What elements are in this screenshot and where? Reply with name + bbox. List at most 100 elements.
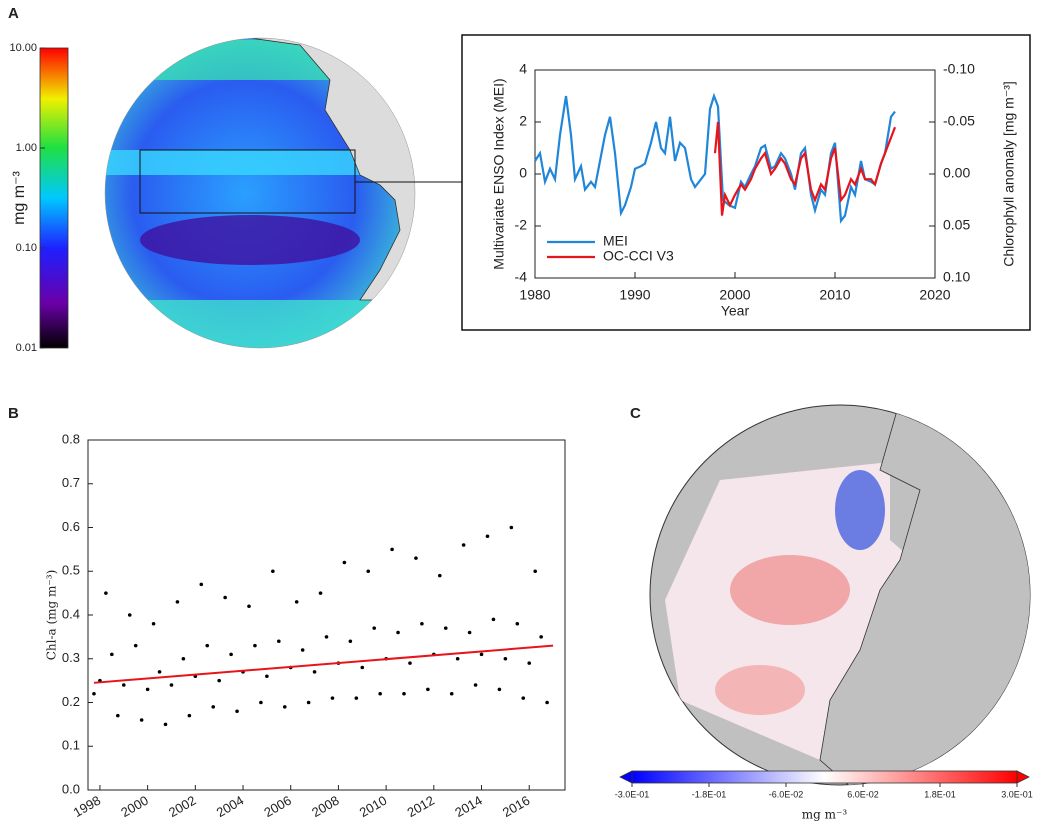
x-tick-label: 2004 [214, 793, 247, 820]
point [110, 652, 114, 657]
point [491, 617, 496, 622]
point [133, 643, 138, 648]
point [294, 600, 299, 604]
colorbar-arrow [619, 770, 633, 784]
point [265, 674, 269, 679]
point [402, 691, 406, 696]
point [217, 678, 221, 683]
point [104, 591, 108, 595]
y-tick-label: 0.6 [62, 519, 80, 534]
x-tick-label: 2012 [404, 793, 437, 820]
x-tick-label: 1998 [71, 793, 104, 820]
point [396, 630, 400, 635]
point [485, 534, 490, 539]
x-tick-label: 2016 [500, 793, 533, 820]
point [259, 700, 263, 705]
point [437, 573, 442, 578]
point [539, 635, 543, 639]
point [253, 643, 257, 648]
point [324, 635, 329, 639]
globe-c [649, 404, 1031, 786]
point [121, 683, 126, 687]
point [372, 626, 377, 630]
y-tick-label: 0.1 [62, 738, 80, 753]
point [408, 661, 412, 665]
y-tick-label: 0 [519, 165, 527, 181]
line-series [534, 92, 896, 224]
y2-tick-label: 0.00 [943, 165, 970, 181]
point [342, 560, 347, 565]
y2-tick-label: -0.05 [943, 113, 975, 129]
point [282, 705, 287, 709]
point [187, 713, 192, 718]
y-tick-label: 0.3 [62, 650, 80, 665]
y2-tick-label: -0.10 [943, 61, 975, 77]
inset-frame [461, 34, 1031, 331]
y2-axis-label: Chlorophyll anomaly [mg m⁻³] [1001, 81, 1017, 267]
x-tick-label: 2020 [919, 287, 950, 303]
y-tick-label: 0.0 [62, 781, 80, 796]
colorbar-tick-label: 1.8E-01 [924, 789, 956, 799]
point [420, 621, 424, 626]
x-tick-label: 1980 [519, 287, 550, 303]
point [348, 639, 353, 644]
plot-frame [534, 69, 936, 279]
point [116, 713, 120, 718]
x-tick-label: 2008 [309, 793, 342, 820]
colorbar-tick-label: 1.00 [16, 142, 37, 154]
point [414, 556, 418, 560]
point [533, 569, 537, 574]
point [509, 525, 514, 530]
point [527, 661, 532, 665]
point [157, 670, 162, 674]
colorbar-tick-label: 3.0E-01 [1001, 789, 1033, 799]
point [354, 696, 359, 700]
colorbar-tick-label: -1.8E-01 [692, 789, 727, 799]
point [545, 700, 549, 705]
point [503, 656, 508, 661]
point [366, 569, 371, 574]
colorbar [631, 770, 1018, 784]
x-tick-label: 1990 [619, 287, 650, 303]
point [390, 547, 394, 552]
point [223, 595, 227, 600]
globe-a [104, 37, 462, 349]
colorbar-tick-label: 10.00 [9, 42, 37, 54]
colorbar-tick-label: -6.0E-02 [769, 789, 804, 799]
point [330, 696, 335, 700]
point [211, 705, 216, 709]
point [163, 722, 168, 727]
point [306, 700, 311, 705]
y-axis-label: Chl-a (mg m⁻³) [45, 570, 59, 661]
point [181, 656, 186, 661]
colorbar-tick-label: 0.10 [16, 242, 37, 254]
point [235, 709, 239, 714]
point [515, 621, 520, 626]
colorbar-tick-label: -3.0E-01 [615, 789, 650, 799]
y-tick-label: 2 [519, 113, 527, 129]
point [199, 582, 204, 587]
y-tick-label: 0.4 [62, 606, 80, 621]
x-tick-label: 2002 [166, 793, 199, 820]
y2-tick-label: 0.05 [943, 217, 970, 233]
colorbar-tick-label: 6.0E-02 [847, 789, 879, 799]
y-tick-label: 0.7 [62, 475, 80, 490]
point [479, 652, 484, 657]
point [205, 643, 210, 648]
x-tick-label: 2010 [357, 793, 390, 820]
y-tick-label: -4 [515, 269, 528, 285]
panel-label: B [8, 405, 19, 422]
point [521, 696, 526, 700]
point [271, 569, 275, 574]
colorbar-label: mg m⁻³ [802, 808, 848, 822]
y-axis-label: Multivariate ENSO Index (MEI) [491, 78, 507, 269]
colorbar-arrow [1016, 770, 1030, 784]
point [360, 665, 365, 670]
point [461, 543, 466, 547]
point [455, 656, 460, 661]
y-tick-label: -2 [515, 217, 528, 233]
y2-tick-label: 0.10 [943, 269, 970, 285]
legend-label: MEI [603, 233, 628, 249]
